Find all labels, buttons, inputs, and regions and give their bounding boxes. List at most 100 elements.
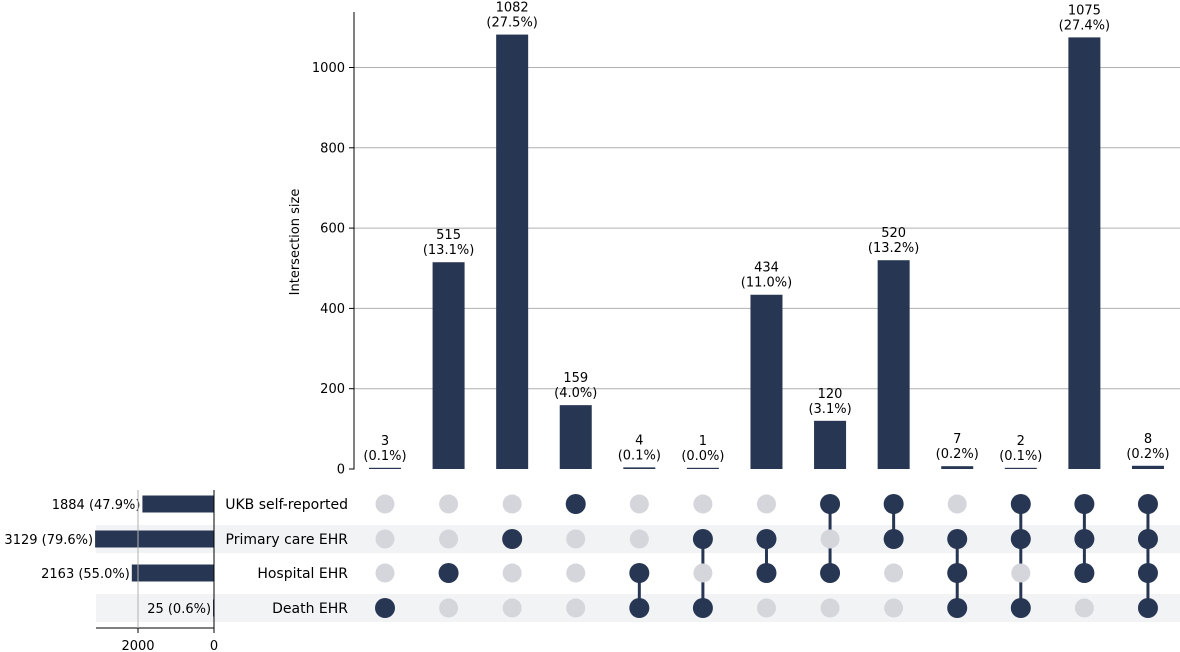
matrix-dot-active xyxy=(1137,494,1158,514)
intersection-count-label: 1 xyxy=(699,434,707,449)
intersection-bar xyxy=(814,420,847,469)
y-tick-label: 800 xyxy=(320,141,345,156)
intersection-percent-label: (0.0%) xyxy=(681,449,724,464)
matrix-dot-inactive xyxy=(820,529,840,549)
intersection-bar xyxy=(750,294,783,469)
intersection-bars xyxy=(369,34,1164,470)
intersection-count-label: 520 xyxy=(881,226,906,241)
intersection-percent-label: (13.2%) xyxy=(868,241,919,256)
matrix-dot-inactive xyxy=(884,563,904,583)
intersection-matrix xyxy=(375,494,1158,618)
matrix-dot-inactive xyxy=(629,494,649,514)
matrix-dot-active xyxy=(947,598,968,618)
matrix-dot-active xyxy=(1137,529,1158,549)
matrix-dot-active xyxy=(1010,529,1031,549)
intersection-count-label: 159 xyxy=(563,371,588,386)
intersection-percent-label: (27.4%) xyxy=(1059,18,1110,33)
matrix-dot-active xyxy=(1074,494,1095,514)
set-size-bars: 1884 (47.9%) 3129 (79.6%) 2163 (55.0%) 25 (… xyxy=(4,495,214,617)
set-size-label: 3129 (79.6%) xyxy=(4,533,93,548)
set-size-tick-label: 2000 xyxy=(121,639,154,652)
intersection-bar xyxy=(432,262,465,469)
set-size-bar xyxy=(131,564,214,582)
set-size-tick-label: 0 xyxy=(210,639,218,652)
matrix-dot-inactive xyxy=(566,563,586,583)
matrix-dot-active xyxy=(692,529,713,549)
matrix-dot-active xyxy=(820,494,841,514)
matrix-dot-inactive xyxy=(756,494,776,514)
intersection-percent-label: (0.1%) xyxy=(363,449,406,464)
matrix-dot-active xyxy=(375,598,395,618)
set-size-bar xyxy=(95,530,214,548)
intersection-bar xyxy=(623,467,656,469)
matrix-dot-inactive xyxy=(375,529,395,549)
matrix-dot-inactive xyxy=(1074,598,1094,618)
intersection-count-label: 3 xyxy=(381,434,389,449)
matrix-dot-inactive xyxy=(693,494,713,514)
intersection-bar xyxy=(1068,37,1101,469)
matrix-dot-inactive xyxy=(693,563,713,583)
intersection-percent-label: (0.1%) xyxy=(618,448,661,463)
matrix-dot-inactive xyxy=(502,563,522,583)
y-tick-label: 1000 xyxy=(312,61,345,76)
intersection-percent-label: (27.5%) xyxy=(486,16,537,31)
set-name-label: Hospital EHR xyxy=(257,566,348,582)
matrix-dot-active xyxy=(947,563,968,583)
matrix-dot-active xyxy=(1137,563,1158,583)
intersection-bar xyxy=(369,467,401,469)
matrix-dot-active xyxy=(947,529,968,549)
intersection-bar xyxy=(941,466,974,469)
y-tick-label: 200 xyxy=(320,382,345,397)
matrix-dot-active xyxy=(692,598,713,618)
intersection-count-label: 120 xyxy=(818,387,843,402)
matrix-dot-active xyxy=(756,563,777,583)
intersection-count-label: 7 xyxy=(953,432,961,447)
matrix-dot-inactive xyxy=(439,529,459,549)
matrix-dot-active xyxy=(1010,494,1031,514)
matrix-dot-inactive xyxy=(439,598,459,618)
matrix-dot-inactive xyxy=(629,529,649,549)
intersection-bar-labels: 3(0.1%)515(13.1%)1082(27.5%)159(4.0%)4(0… xyxy=(363,1,1169,464)
intersection-percent-label: (3.1%) xyxy=(808,402,851,417)
intersection-count-label: 1082 xyxy=(496,1,529,16)
matrix-dot-active xyxy=(820,563,841,583)
matrix-dot-active xyxy=(1074,529,1095,549)
y-tick-label: 0 xyxy=(337,463,345,478)
intersection-count-label: 434 xyxy=(754,261,779,276)
matrix-dot-inactive xyxy=(820,598,840,618)
set-size-label: 1884 (47.9%) xyxy=(52,498,141,513)
matrix-dot-inactive xyxy=(375,494,395,514)
matrix-dot-active xyxy=(1074,563,1095,583)
intersection-bar xyxy=(559,405,592,469)
intersection-bar xyxy=(1004,467,1037,469)
y-tick-label: 400 xyxy=(320,302,345,317)
matrix-dot-active xyxy=(1137,598,1158,618)
intersection-bar xyxy=(686,467,719,469)
intersection-bar xyxy=(496,34,529,470)
set-name-label: Death EHR xyxy=(272,601,348,617)
matrix-dot-active xyxy=(502,529,523,549)
set-size-bar xyxy=(142,495,214,513)
intersection-count-label: 4 xyxy=(635,433,643,448)
matrix-dot-inactive xyxy=(884,598,904,618)
matrix-dot-active xyxy=(883,494,904,514)
matrix-dot-inactive xyxy=(439,494,459,514)
intersection-count-label: 1075 xyxy=(1068,3,1101,18)
intersection-percent-label: (0.2%) xyxy=(1126,447,1169,462)
matrix-dot-inactive xyxy=(566,598,586,618)
matrix-dot-inactive xyxy=(947,494,967,514)
intersection-percent-label: (4.0%) xyxy=(554,386,597,401)
matrix-dot-inactive xyxy=(1011,563,1031,583)
intersection-count-label: 8 xyxy=(1144,432,1152,447)
intersection-percent-label: (11.0%) xyxy=(741,276,792,291)
set-name-label: Primary care EHR xyxy=(226,532,349,548)
intersection-bar xyxy=(1131,465,1164,469)
intersection-bar xyxy=(877,260,910,469)
matrix-dot-inactive xyxy=(375,563,395,583)
set-name-label: UKB self-reported xyxy=(225,497,348,513)
matrix-dot-inactive xyxy=(502,598,522,618)
intersection-percent-label: (0.2%) xyxy=(936,447,979,462)
matrix-dot-active xyxy=(1010,598,1031,618)
intersection-count-label: 515 xyxy=(436,228,461,243)
